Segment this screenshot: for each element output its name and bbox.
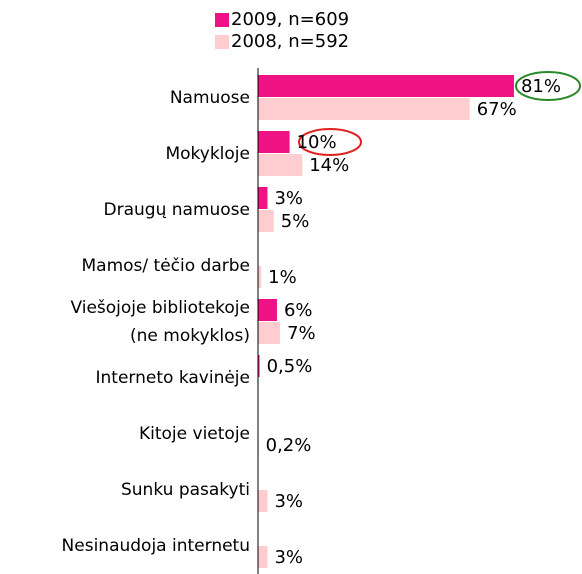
bar bbox=[258, 187, 268, 209]
bar bbox=[258, 131, 290, 153]
value-label: 3% bbox=[274, 188, 303, 209]
bar bbox=[258, 266, 262, 288]
legend-label: 2009, n=609 bbox=[231, 9, 349, 30]
bar bbox=[258, 210, 274, 232]
value-label: 1% bbox=[268, 267, 297, 288]
legend-swatch bbox=[215, 13, 229, 27]
value-label: 14% bbox=[309, 155, 349, 176]
category-label: Viešojoje bibliotekoje (ne mokyklos) bbox=[70, 298, 250, 346]
highlight-ellipse bbox=[298, 128, 362, 156]
category-label: Kitoje vietoje bbox=[138, 424, 250, 444]
bar bbox=[258, 98, 470, 120]
bar bbox=[258, 322, 281, 344]
value-label: 3% bbox=[274, 491, 303, 512]
category-label: Sunku pasakyti bbox=[120, 480, 250, 500]
value-label: 81% bbox=[521, 76, 561, 97]
highlight-ellipse bbox=[515, 71, 581, 101]
category-label-box: Sunku pasakyti bbox=[120, 480, 250, 500]
category-label-box: Mokykloje bbox=[165, 144, 250, 164]
bar bbox=[258, 546, 268, 568]
category-label-box: Namuose bbox=[169, 88, 250, 108]
category-label-box: Draugų namuose bbox=[103, 200, 250, 220]
category-label-box: Nesinaudoja internetu bbox=[61, 536, 250, 556]
bar bbox=[258, 75, 514, 97]
category-label: Nesinaudoja internetu bbox=[61, 536, 250, 556]
category-label: Interneto kavinėje bbox=[95, 368, 250, 388]
category-label: Mokykloje bbox=[165, 144, 250, 164]
value-label: 3% bbox=[274, 547, 303, 568]
value-label: 7% bbox=[287, 323, 316, 344]
value-label: 0,5% bbox=[267, 356, 313, 377]
value-label: 0,2% bbox=[266, 435, 312, 456]
value-label: 6% bbox=[284, 300, 313, 321]
category-label: Draugų namuose bbox=[103, 200, 250, 220]
value-label: 5% bbox=[281, 211, 310, 232]
legend-swatch bbox=[215, 35, 229, 49]
bar bbox=[258, 299, 277, 321]
value-label: 10% bbox=[297, 132, 337, 153]
category-label-box: Kitoje vietoje bbox=[138, 424, 250, 444]
category-label: Namuose bbox=[169, 88, 250, 108]
bar bbox=[258, 154, 303, 176]
bar bbox=[258, 490, 268, 512]
bar bbox=[258, 355, 260, 377]
legend-label: 2008, n=592 bbox=[231, 31, 349, 52]
category-label-box: Interneto kavinėje bbox=[95, 368, 250, 388]
category-label-box: Viešojoje bibliotekoje (ne mokyklos) bbox=[70, 298, 250, 346]
category-label: Mamos/ tėčio darbe bbox=[81, 256, 250, 276]
category-label-box: Mamos/ tėčio darbe bbox=[81, 256, 250, 276]
value-label: 67% bbox=[477, 99, 517, 120]
